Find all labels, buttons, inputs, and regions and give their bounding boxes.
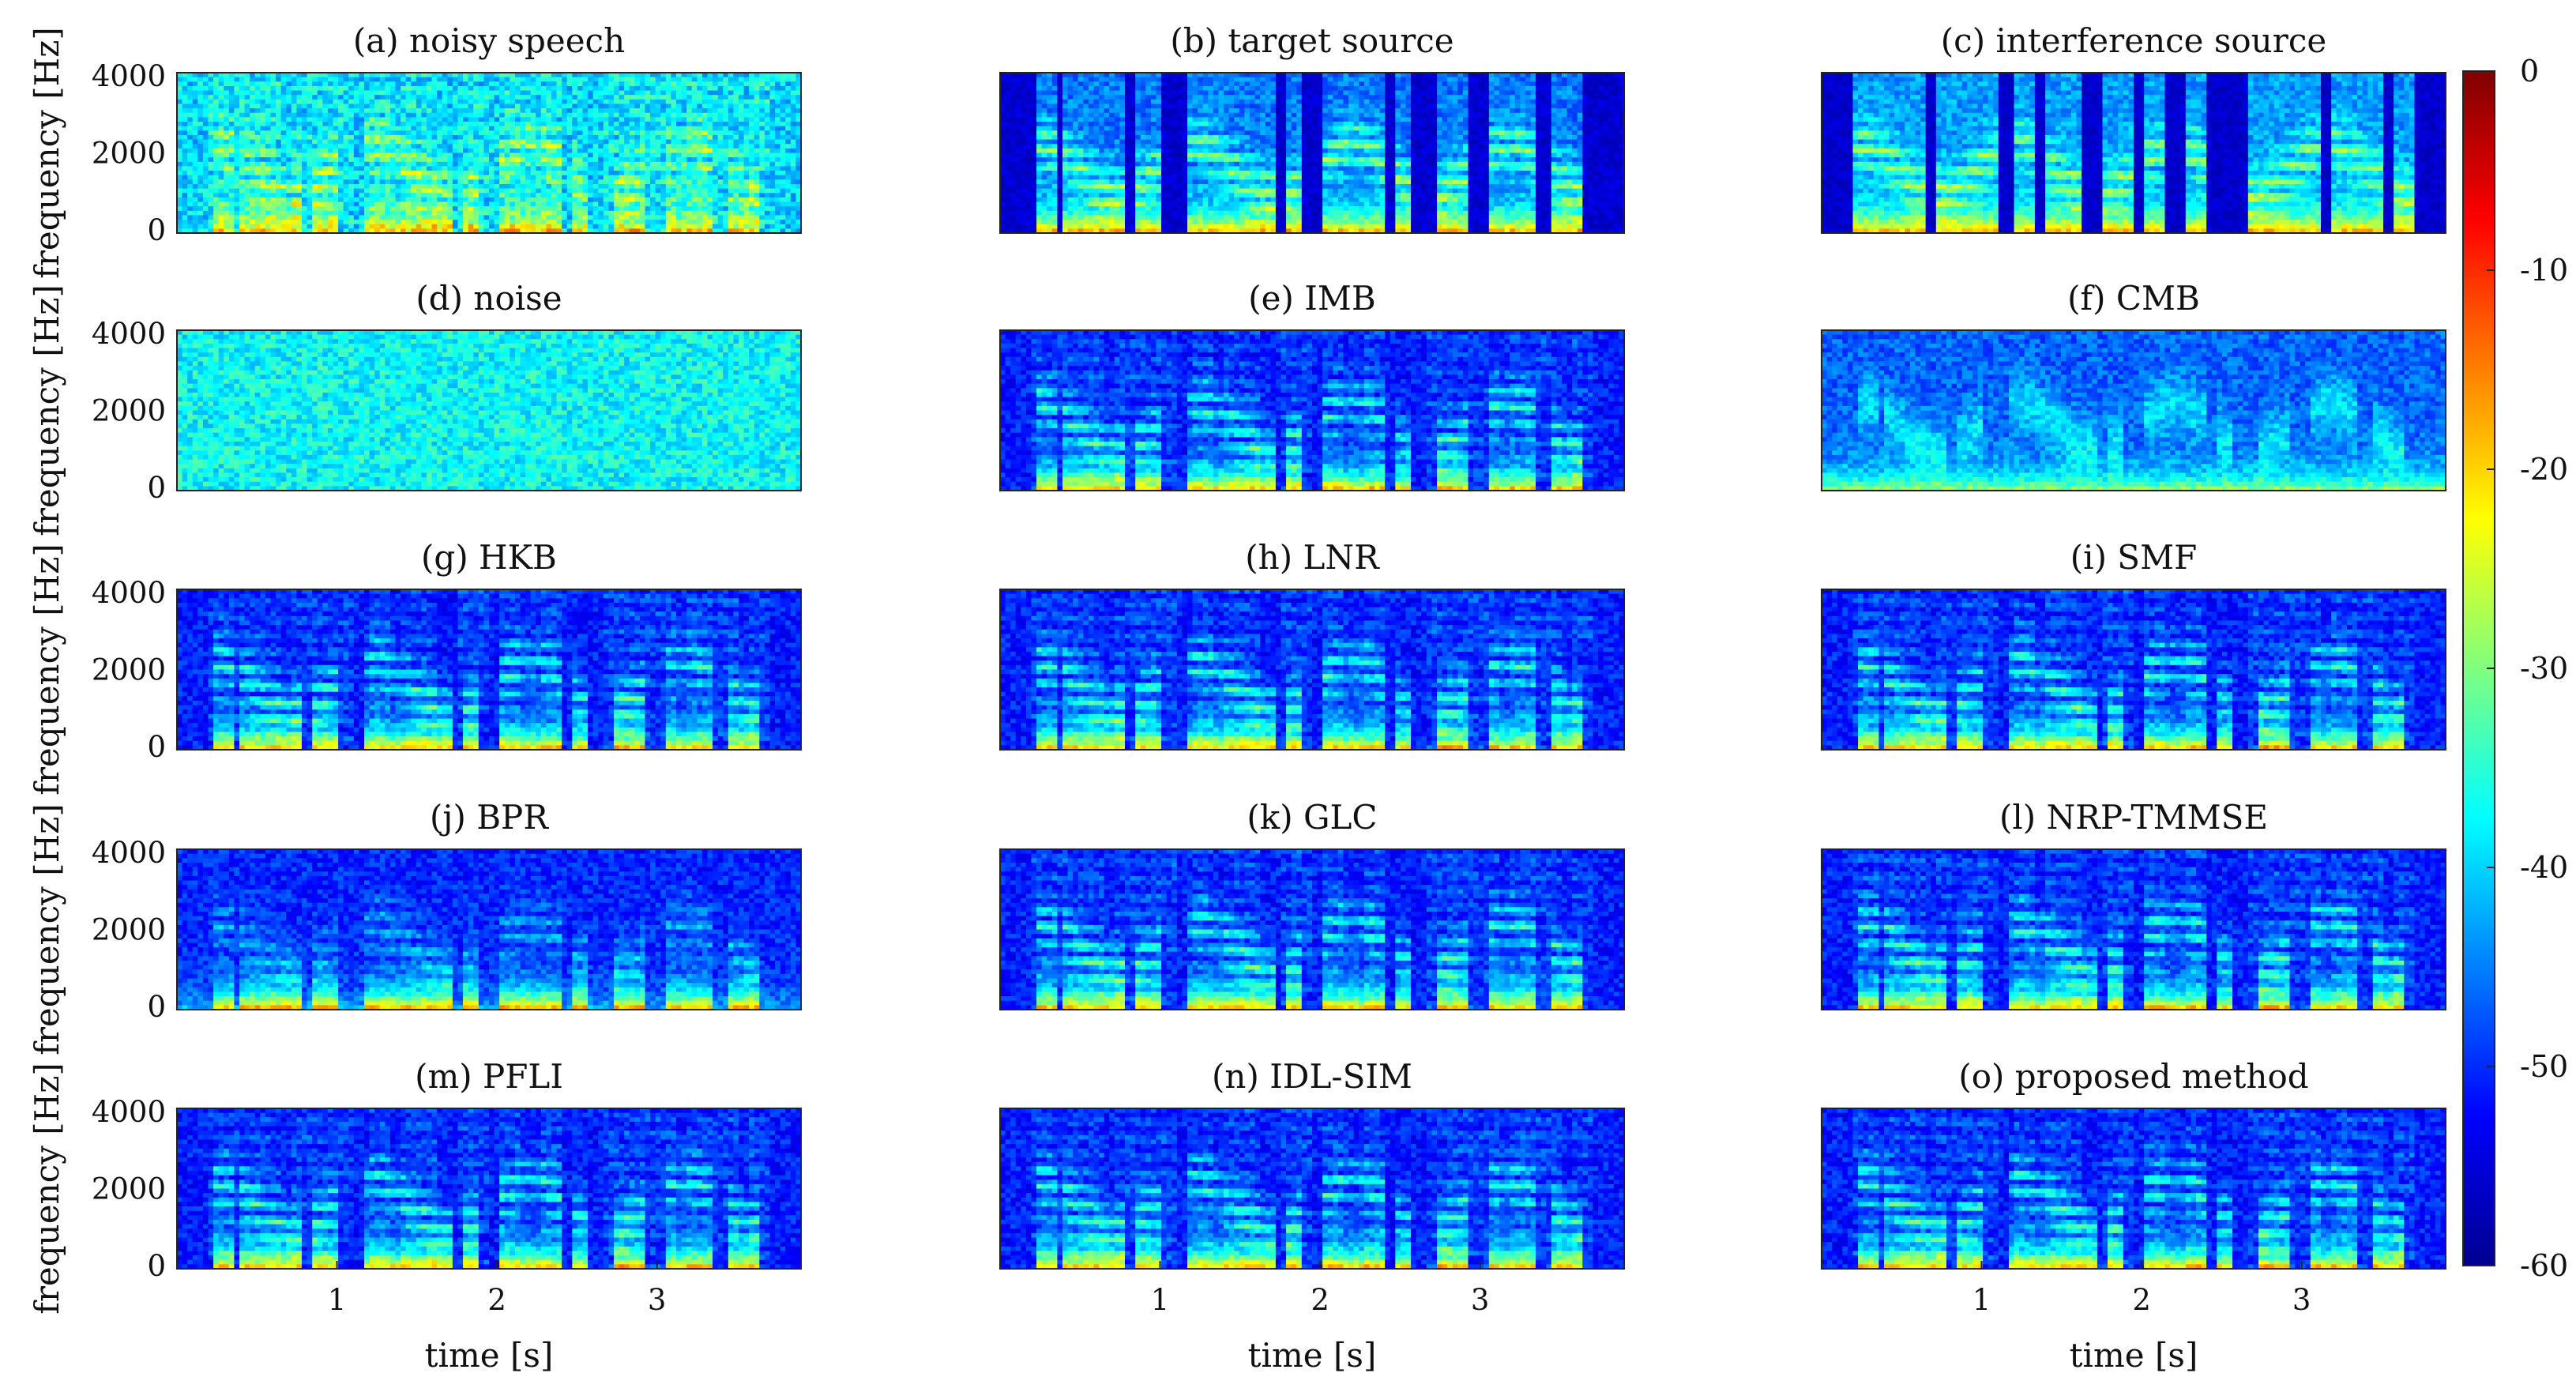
y-tick-label: 4000 [92,836,166,870]
panel-e-imb: (e) IMB [1000,279,1625,491]
y-tick-label: 2000 [92,394,166,428]
panel-c-interference-source: (c) interference source [1822,21,2446,234]
panel-title: (h) LNR [1245,538,1380,577]
panel-l-nrp-tmmse: (l) NRP-TMMSE [1822,798,2446,1010]
x-tick-label: 1 [1972,1283,1991,1317]
y-axis-label: frequency [Hz] [28,1063,66,1314]
colorbar-tick-label: -20 [2520,452,2568,487]
y-axis-label: frequency [Hz] [28,544,66,795]
panel-title: (d) noise [416,279,562,318]
colorbar-tick-label: -50 [2520,1049,2568,1084]
colorbar-tick-label: -40 [2520,850,2568,885]
panel-title: (m) PFLI [415,1057,563,1096]
y-tick-label: 2000 [92,913,166,947]
x-tick-label: 2 [1311,1283,1329,1317]
panel-m-pfli: (m) PFLI 4000 2000 0 frequency [Hz] 1 2 3 time [… [28,1057,802,1375]
spectrogram-image [1000,589,1625,751]
panel-title: (k) GLC [1247,798,1377,837]
panel-title: (l) NRP-TMMSE [1999,798,2268,837]
y-tick-label: 4000 [92,1095,166,1129]
x-axis-label: time [s] [425,1336,554,1375]
spectrogram-image [177,330,802,491]
spectrogram-image [177,73,802,234]
spectrogram-image [177,589,802,751]
panel-title: (o) proposed method [1958,1057,2308,1096]
y-tick-label: 2000 [92,653,166,687]
panel-h-lnr: (h) LNR [1000,538,1625,751]
colorbar-tick-label: -60 [2520,1248,2568,1283]
panel-title: (g) HKB [421,538,557,577]
spectrogram-image [1822,330,2446,491]
y-tick-label: 4000 [92,576,166,610]
panel-j-bpr: (j) BPR 4000 2000 0 frequency [Hz] [28,798,802,1055]
panel-n-idl-sim: (n) IDL-SIM 1 2 3 time [s] [1000,1057,1625,1375]
panel-title: (i) SMF [2070,538,2197,577]
spectrogram-figure: (a) noisy speech400020000frequency [Hz](… [0,0,2576,1392]
x-tick-label: 3 [1471,1283,1490,1317]
x-tick-label: 2 [487,1283,506,1317]
panel-o-proposed-method: (o) proposed method 1 2 3 time [s] [1822,1057,2446,1375]
panel-k-glc: (k) GLC [1000,798,1625,1010]
spectrogram-image [1000,849,1625,1010]
y-tick-label: 0 [147,213,166,247]
y-tick-label: 2000 [92,1172,166,1206]
colorbar-tick-label: -10 [2520,253,2568,288]
panel-a-noisy-speech: (a) noisy speech 4000 2000 0 frequency [Hz] [28,21,802,279]
spectrogram-image [1822,849,2446,1010]
panel-d-noise: (d) noise 4000 2000 0 frequency [Hz] [28,279,802,536]
panel-g-hkb: (g) HKB 4000 2000 0 frequency [Hz] [28,538,802,796]
colorbar-tick-label: 0 [2520,54,2539,88]
spectrogram-image [1000,73,1625,234]
y-tick-label: 0 [147,471,166,505]
y-tick-label: 2000 [92,137,166,171]
colorbar-tick-label: -30 [2520,651,2568,686]
panel-title: (e) IMB [1248,279,1375,318]
colorbar: 0 -10 -20 -30 -40 -50 -60 [2463,54,2568,1283]
spectrogram-image [177,1108,802,1270]
y-axis-label: frequency [Hz] [28,284,66,536]
spectrogram-image [177,849,802,1010]
y-tick-label: 0 [147,1249,166,1283]
x-tick-label: 1 [1151,1283,1170,1317]
y-tick-label: 0 [147,730,166,764]
y-axis-label: frequency [Hz] [28,27,66,278]
spectrogram-image [1822,73,2446,234]
y-tick-label: 4000 [92,317,166,351]
x-tick-label: 3 [2292,1283,2311,1317]
panel-title: (j) BPR [430,798,549,837]
y-tick-label: 0 [147,990,166,1024]
x-tick-label: 2 [2132,1283,2151,1317]
spectrogram-image [1822,589,2446,751]
panel-title: (b) target source [1170,21,1453,60]
spectrogram-image [1000,330,1625,491]
y-tick-label: 4000 [92,59,166,93]
spectrogram-image [1822,1108,2446,1270]
panel-title: (c) interference source [1941,21,2326,60]
y-axis-label: frequency [Hz] [28,803,66,1055]
spectrogram-image [1000,1108,1625,1270]
x-tick-label: 3 [648,1283,667,1317]
x-axis-label: time [s] [2070,1336,2198,1375]
panel-title: (n) IDL-SIM [1212,1057,1412,1096]
x-axis-label: time [s] [1248,1336,1377,1375]
panel-title: (f) CMB [2067,279,2200,318]
panel-b-target-source: (b) target source [1000,21,1625,234]
x-tick-label: 1 [328,1283,347,1317]
colorbar-ticks: 0 -10 -20 -30 -40 -50 -60 [2487,54,2568,1283]
panel-f-cmb: (f) CMB [1822,279,2446,491]
panel-title: (a) noisy speech [353,21,625,60]
panel-i-smf: (i) SMF [1822,538,2446,751]
